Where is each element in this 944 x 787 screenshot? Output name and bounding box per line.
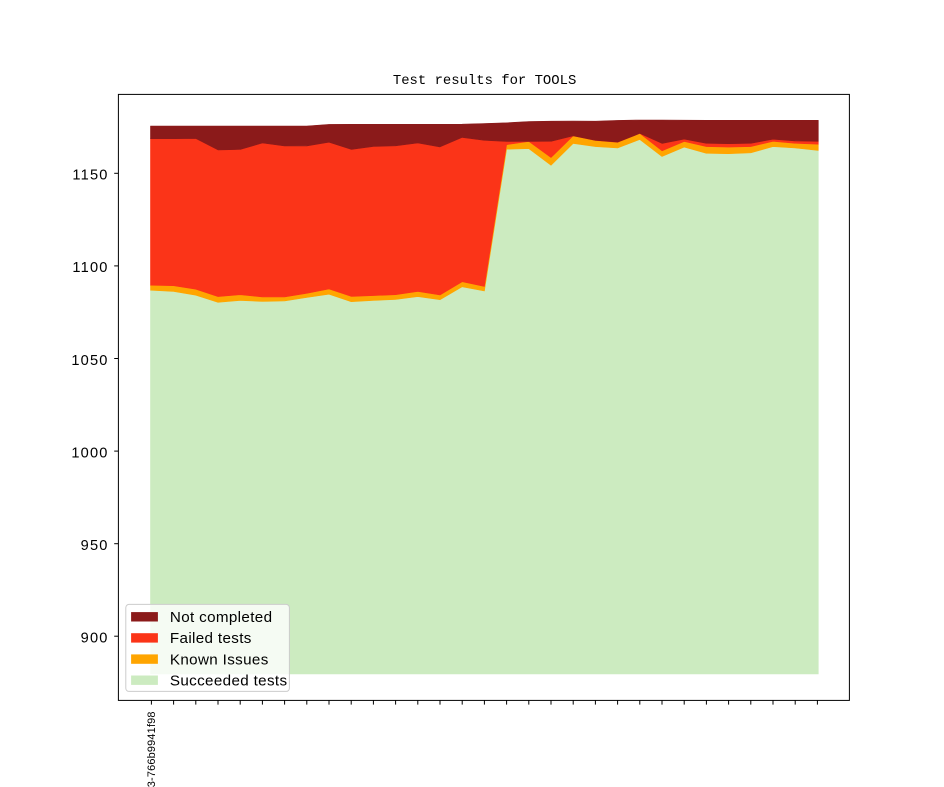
svg-text:Succeeded tests: Succeeded tests [170,673,288,690]
svg-text:Test results for TOOLS: Test results for TOOLS [393,73,576,89]
svg-text:900: 900 [81,631,109,647]
svg-text:1050: 1050 [71,353,108,369]
svg-text:1000: 1000 [71,445,108,461]
svg-text:Not completed: Not completed [170,609,272,626]
svg-text:950: 950 [81,538,109,554]
svg-text:1150: 1150 [72,168,108,184]
svg-text:1100: 1100 [72,260,108,276]
svg-text:Known Issues: Known Issues [170,651,269,668]
svg-text:3-766b9941f98: 3-766b9941f98 [146,711,158,787]
svg-text:Failed tests: Failed tests [170,630,252,647]
